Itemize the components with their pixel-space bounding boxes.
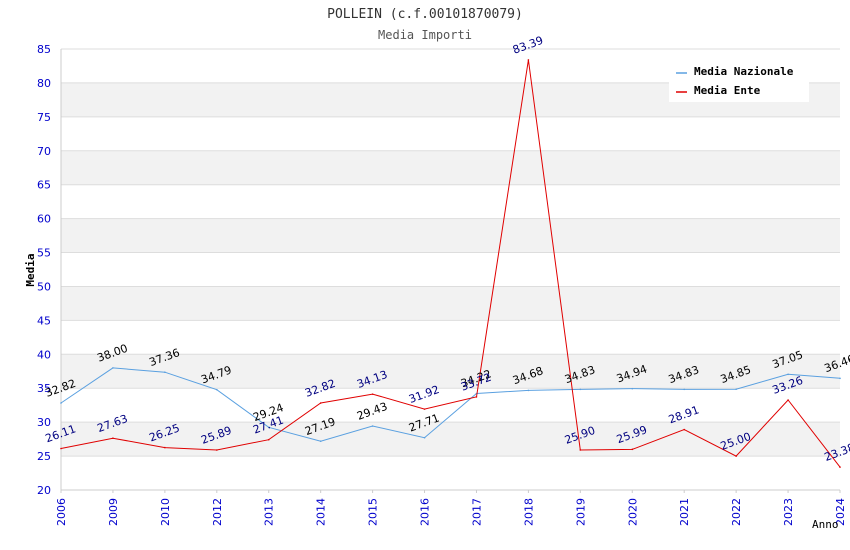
data-point bbox=[216, 449, 218, 451]
data-point bbox=[839, 377, 841, 380]
data-point bbox=[631, 387, 634, 390]
x-tick-label: 2018 bbox=[522, 498, 535, 526]
x-tick-label: 2009 bbox=[107, 498, 120, 526]
data-point bbox=[579, 388, 582, 391]
data-point bbox=[735, 388, 737, 391]
x-tick-label: 2013 bbox=[263, 498, 276, 526]
data-point bbox=[371, 425, 374, 427]
x-tick-label: 2006 bbox=[55, 498, 68, 526]
x-tick-label: 2024 bbox=[834, 498, 847, 526]
data-point bbox=[267, 438, 270, 441]
grid-band bbox=[61, 354, 840, 389]
data-point bbox=[60, 402, 62, 404]
x-tick-label: 2014 bbox=[315, 498, 328, 526]
y-axis-ticks: 20 25 30 35 40 45 50 55 60 65 70 75 80 85 bbox=[37, 43, 51, 497]
data-point bbox=[475, 396, 478, 398]
grid-bands bbox=[61, 82, 840, 457]
data-point bbox=[164, 446, 166, 449]
x-tick-label: 2019 bbox=[574, 498, 587, 526]
data-point bbox=[423, 408, 426, 410]
y-tick-label: 80 bbox=[37, 77, 51, 90]
data-point bbox=[112, 367, 114, 369]
y-tick-label: 35 bbox=[37, 382, 51, 395]
data-point bbox=[527, 389, 530, 392]
y-tick-label: 30 bbox=[37, 416, 51, 429]
grid-band bbox=[61, 286, 840, 321]
data-point bbox=[216, 388, 218, 391]
data-point bbox=[267, 426, 270, 429]
data-point bbox=[527, 59, 530, 61]
x-tick-label: 2022 bbox=[730, 498, 743, 526]
series-line-media-nazionale bbox=[60, 367, 841, 442]
data-point bbox=[319, 440, 322, 443]
data-point bbox=[735, 455, 737, 457]
series-line-media-ente bbox=[60, 59, 841, 468]
legend-label-media-ente: Media Ente bbox=[694, 84, 761, 97]
legend-box bbox=[669, 60, 809, 102]
data-point bbox=[683, 388, 685, 391]
axes bbox=[60, 49, 840, 491]
x-tick-label: 2020 bbox=[626, 498, 639, 526]
data-point bbox=[60, 447, 62, 450]
data-point bbox=[319, 402, 322, 404]
y-tick-label: 85 bbox=[37, 43, 51, 56]
legend: Media Nazionale Media Ente bbox=[669, 60, 809, 102]
y-tick-label: 65 bbox=[37, 179, 51, 192]
data-point bbox=[787, 373, 789, 376]
y-tick-label: 50 bbox=[37, 280, 51, 293]
data-point bbox=[839, 466, 841, 468]
y-tick-label: 45 bbox=[37, 314, 51, 327]
y-tick-label: 60 bbox=[37, 213, 51, 226]
x-tick-label: 2021 bbox=[678, 498, 691, 526]
x-axis-label: Anno bbox=[812, 518, 839, 531]
x-tick-label: 2015 bbox=[367, 498, 380, 526]
y-tick-label: 20 bbox=[37, 484, 51, 497]
grid-band bbox=[61, 150, 840, 185]
y-axis-label: Media bbox=[24, 253, 37, 286]
grid-band bbox=[61, 422, 840, 457]
y-tick-label: 25 bbox=[37, 450, 51, 463]
data-point bbox=[683, 428, 685, 431]
chart-title: POLLEIN (c.f.00101870079) bbox=[327, 7, 523, 22]
y-tick-label: 40 bbox=[37, 348, 51, 361]
data-point bbox=[371, 393, 374, 395]
y-tick-label: 75 bbox=[37, 111, 51, 124]
x-tick-label: 2010 bbox=[159, 498, 172, 526]
data-label: 83.39 bbox=[511, 34, 545, 57]
x-tick-label: 2012 bbox=[211, 498, 224, 526]
y-tick-label: 55 bbox=[37, 247, 51, 260]
series-layer bbox=[60, 59, 841, 468]
data-label: 29.43 bbox=[355, 400, 389, 423]
grid-band bbox=[61, 218, 840, 253]
data-point bbox=[112, 437, 114, 440]
data-point bbox=[787, 399, 789, 401]
x-tick-label: 2016 bbox=[419, 498, 432, 526]
data-point bbox=[164, 371, 166, 374]
x-tick-label: 2023 bbox=[782, 498, 795, 526]
x-tick-label: 2017 bbox=[470, 498, 483, 526]
data-point bbox=[631, 448, 634, 451]
data-point bbox=[579, 449, 582, 451]
legend-label-media-nazionale: Media Nazionale bbox=[694, 65, 794, 78]
x-axis-ticks: 2006 2009 2010 2012 2013 2014 2015 2016 2017 2018… bbox=[55, 490, 847, 526]
data-point bbox=[423, 436, 426, 439]
chart-subtitle: Media Importi bbox=[378, 28, 472, 42]
y-tick-label: 70 bbox=[37, 145, 51, 158]
